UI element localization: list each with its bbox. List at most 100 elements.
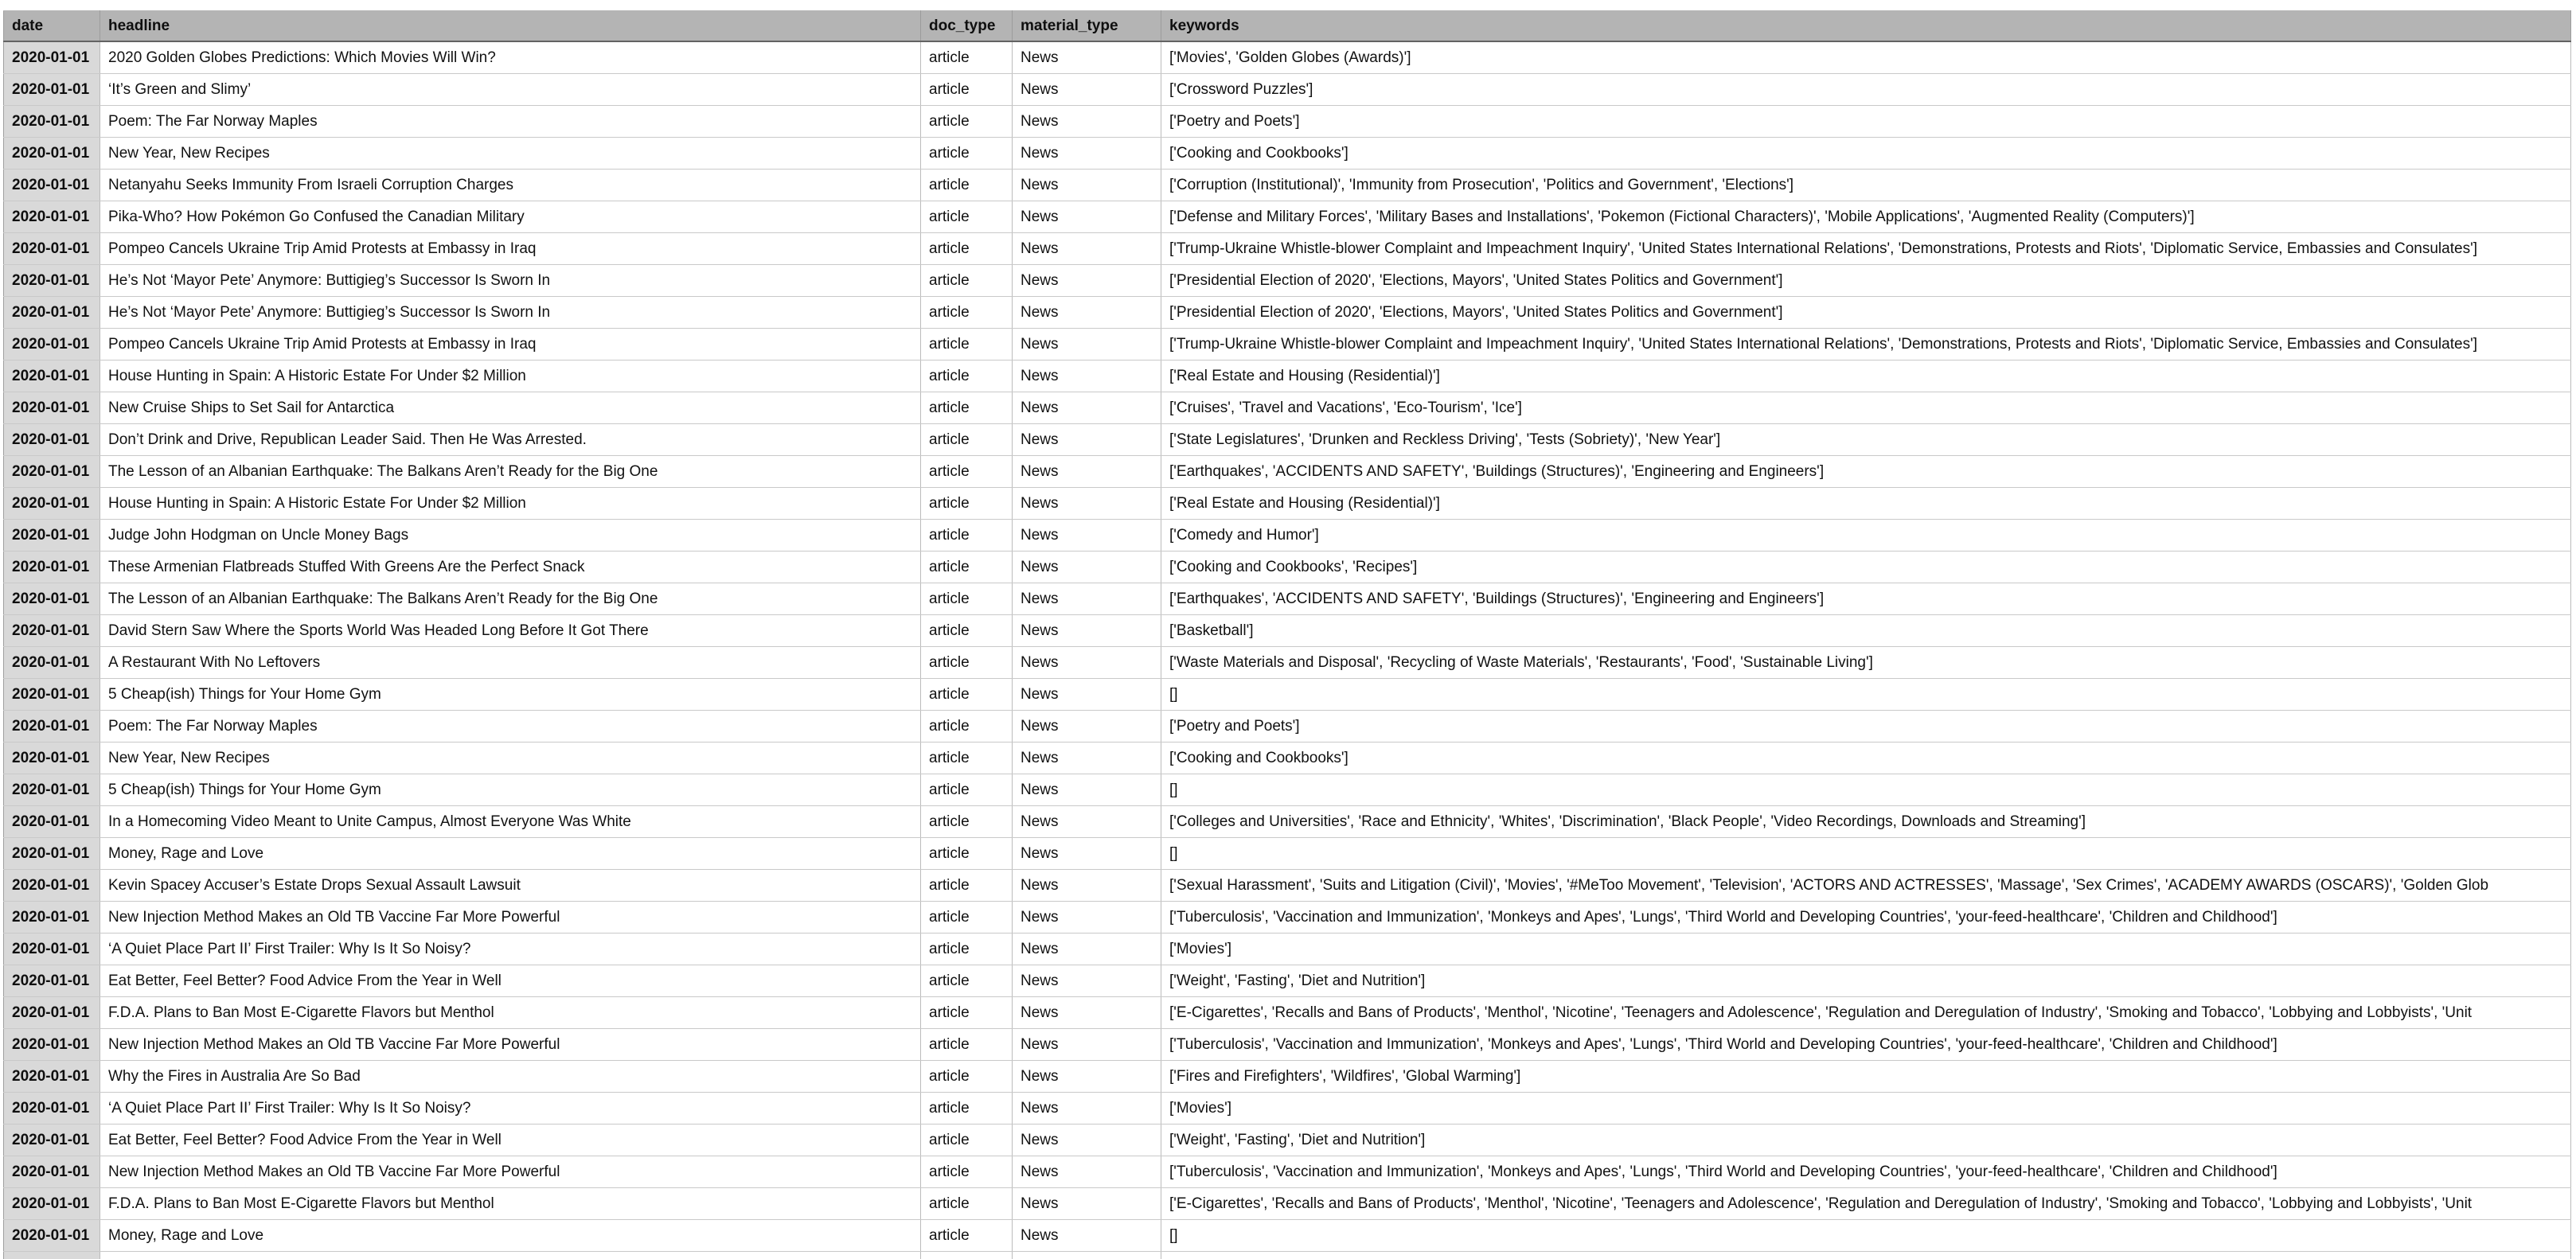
date-cell: 2020-01-01 [3,360,100,392]
doc-type-cell: article [920,201,1013,233]
date-cell: 2020-01-01 [3,264,100,297]
table-row: 2020-01-01 F.D.A. Plans to Ban Most E-Cig… [3,996,2571,1029]
date-cell: 2020-01-01 [3,1156,100,1188]
column-header-material-type: material_type [1012,10,1161,42]
table-row: 2020-01-01 He’s Not ‘Mayor Pete’ Anymore:… [3,264,2571,297]
headline-cell: A Restaurant With No Leftovers [100,646,921,679]
material-type-cell: News [1012,901,1161,934]
doc-type-cell: article [920,583,1013,615]
table-row: 2020-01-01 ‘It’s Green and Slimy’ article N… [3,73,2571,106]
keywords-cell: ['Cooking and Cookbooks'] [1161,137,2571,170]
keywords-cell: ['Weight', 'Fasting', 'Diet and Nutritio… [1161,965,2571,997]
headline-cell: Eat Better, Feel Better? Food Advice Fro… [100,965,921,997]
keywords-cell: ['Crossword Puzzles'] [1161,73,2571,106]
table-row: 2020-01-01 2020 Golden Globes Predictions… [3,41,2571,74]
keywords-cell: ['Tuberculosis', 'Vaccination and Immuni… [1161,901,2571,934]
date-cell: 2020-01-01 [3,583,100,615]
material-type-cell: News [1012,646,1161,679]
date-cell: 2020-01-01 [3,201,100,233]
date-cell: 2020-01-01 [3,487,100,520]
doc-type-cell: article [920,1124,1013,1156]
table-row: 2020-01-01 Pompeo Cancels Ukraine Trip Am… [3,232,2571,265]
date-cell: 2020-01-01 [3,41,100,74]
headline-cell: Why the Fires in Australia Are So Bad [100,1060,921,1093]
date-cell: 2020-01-01 [3,1060,100,1093]
doc-type-cell: article [920,105,1013,138]
headline-cell: House Hunting in Spain: A Historic Estat… [100,487,921,520]
doc-type-cell: article [920,742,1013,774]
material-type-cell: News [1012,201,1161,233]
date-cell: 2020-01-01 [3,169,100,201]
table-row: 2020-01-01 Netanyahu Seeks Immunity From … [3,169,2571,201]
doc-type-cell: article [920,296,1013,329]
material-type-cell: News [1012,519,1161,552]
material-type-cell: News [1012,1060,1161,1093]
date-cell: 2020-01-01 [3,933,100,965]
date-cell: 2020-01-01 [3,678,100,711]
table-row: 2020-01-01 New Injection Method Makes an … [3,901,2571,934]
headline-cell-clipped [100,1251,921,1259]
doc-type-cell: article [920,232,1013,265]
material-type-cell-clipped [1012,1251,1161,1259]
keywords-cell: ['Real Estate and Housing (Residential)'… [1161,487,2571,520]
date-cell: 2020-01-01 [3,392,100,424]
doc-type-cell: article [920,805,1013,838]
table-row: 2020-01-01 Why the Fires in Australia Are… [3,1060,2571,1093]
headline-cell: 5 Cheap(ish) Things for Your Home Gym [100,678,921,711]
headline-cell: Pika-Who? How Pokémon Go Confused the Ca… [100,201,921,233]
doc-type-cell: article [920,487,1013,520]
headline-cell: The Lesson of an Albanian Earthquake: Th… [100,455,921,488]
headline-cell: Kevin Spacey Accuser’s Estate Drops Sexu… [100,869,921,902]
material-type-cell: News [1012,423,1161,456]
material-type-cell: News [1012,105,1161,138]
material-type-cell: News [1012,933,1161,965]
keywords-cell: [] [1161,678,2571,711]
doc-type-cell: article [920,551,1013,583]
material-type-cell: News [1012,328,1161,361]
table-body: 2020-01-01 2020 Golden Globes Predictions… [3,41,2571,1259]
doc-type-cell: article [920,965,1013,997]
doc-type-cell: article [920,614,1013,647]
material-type-cell: News [1012,710,1161,743]
date-cell: 2020-01-01 [3,519,100,552]
headline-cell: Money, Rage and Love [100,1219,921,1252]
doc-type-cell: article [920,1156,1013,1188]
date-cell: 2020-01-01 [3,328,100,361]
material-type-cell: News [1012,360,1161,392]
headline-cell: New Year, New Recipes [100,137,921,170]
keywords-cell: [] [1161,1219,2571,1252]
keywords-cell: ['E-Cigarettes', 'Recalls and Bans of Pr… [1161,1187,2571,1220]
headline-cell: Pompeo Cancels Ukraine Trip Amid Protest… [100,232,921,265]
keywords-cell: ['Movies'] [1161,933,2571,965]
headline-cell: ‘It’s Green and Slimy’ [100,73,921,106]
date-cell: 2020-01-01 [3,137,100,170]
doc-type-cell: article [920,774,1013,806]
headline-cell: New Injection Method Makes an Old TB Vac… [100,1156,921,1188]
table-row: 2020-01-01 5 Cheap(ish) Things for Your H… [3,678,2571,711]
table-row: 2020-01-01 5 Cheap(ish) Things for Your H… [3,774,2571,806]
headline-cell: F.D.A. Plans to Ban Most E-Cigarette Fla… [100,1187,921,1220]
date-cell: 2020-01-01 [3,1092,100,1125]
material-type-cell: News [1012,1219,1161,1252]
table-row: 2020-01-01 House Hunting in Spain: A Hist… [3,487,2571,520]
material-type-cell: News [1012,264,1161,297]
material-type-cell: News [1012,583,1161,615]
date-cell: 2020-01-01 [3,455,100,488]
keywords-cell: [] [1161,837,2571,870]
material-type-cell: News [1012,837,1161,870]
headline-cell: Money, Rage and Love [100,837,921,870]
material-type-cell: News [1012,869,1161,902]
table-row: 2020-01-01 Poem: The Far Norway Maples art… [3,710,2571,743]
headline-cell: Poem: The Far Norway Maples [100,710,921,743]
keywords-cell: ['Corruption (Institutional)', 'Immunity… [1161,169,2571,201]
table-row: 2020-01-01 New Injection Method Makes an … [3,1156,2571,1188]
headline-cell: ‘A Quiet Place Part II’ First Trailer: W… [100,1092,921,1125]
headline-cell: F.D.A. Plans to Ban Most E-Cigarette Fla… [100,996,921,1029]
doc-type-cell: article [920,41,1013,74]
headline-cell: New Cruise Ships to Set Sail for Antarct… [100,392,921,424]
table-row: 2020-01-01 Eat Better, Feel Better? Food … [3,965,2571,997]
table-row: 2020-01-01 Don’t Drink and Drive, Republi… [3,423,2571,456]
doc-type-cell: article [920,360,1013,392]
keywords-cell: ['Waste Materials and Disposal', 'Recycl… [1161,646,2571,679]
